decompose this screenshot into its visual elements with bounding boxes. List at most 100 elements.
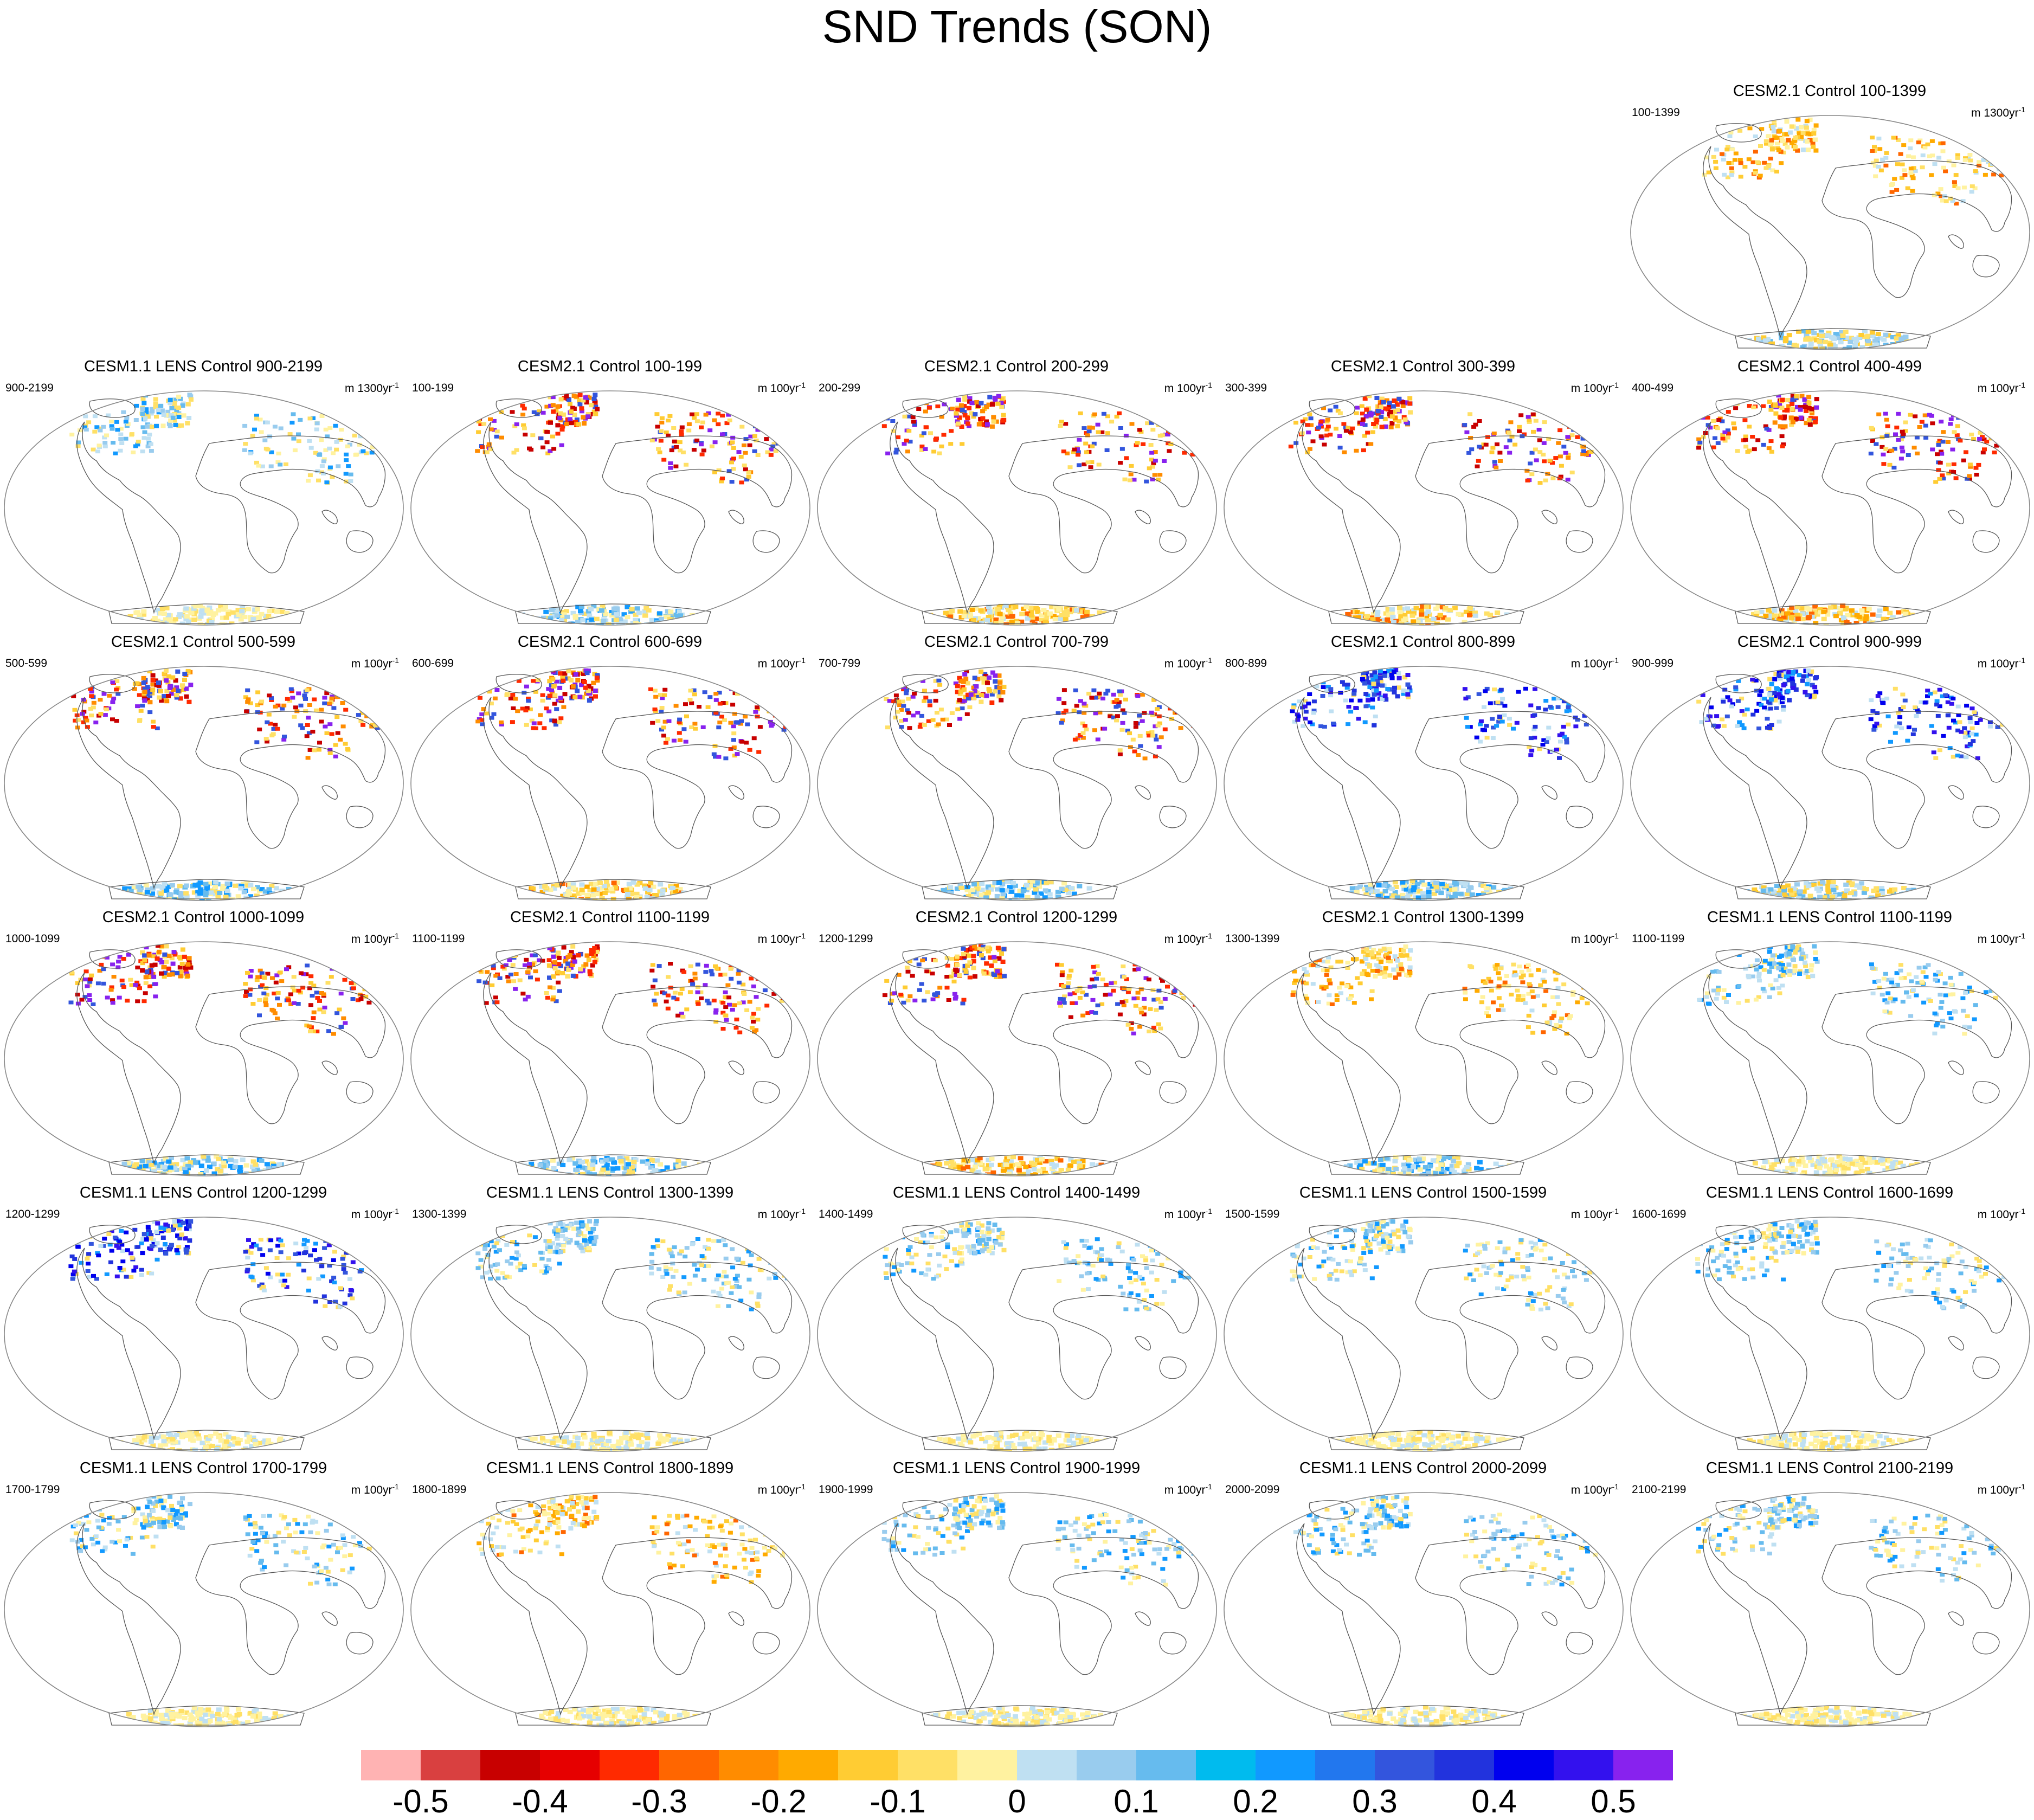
snow-cell xyxy=(520,706,525,711)
snow-cell xyxy=(694,419,700,423)
snow-cell xyxy=(1973,466,1979,470)
snow-cell xyxy=(1920,165,1925,170)
snow-cell xyxy=(621,612,627,617)
snow-cell xyxy=(1894,336,1900,341)
snow-cell xyxy=(1097,610,1103,615)
snow-cell xyxy=(691,688,697,692)
snow-cell xyxy=(1769,723,1774,727)
map-panels: CESM2.1 Control 100-1399 100-1399 m 1300yr… xyxy=(4,82,2030,1727)
snow-cell xyxy=(730,703,736,707)
snow-cell xyxy=(125,623,131,625)
snow-cell xyxy=(1754,709,1760,713)
snow-cell xyxy=(1013,604,1019,609)
snow-cell xyxy=(1898,456,1904,461)
snow-cell xyxy=(1382,693,1388,698)
snow-cell xyxy=(1955,704,1961,709)
snow-cell xyxy=(110,700,115,704)
snow-cell xyxy=(1402,675,1408,680)
snow-cell xyxy=(1499,719,1505,724)
snow-cell xyxy=(511,623,517,625)
snow-cell xyxy=(626,882,632,886)
snow-cell xyxy=(107,693,112,698)
snow-cell xyxy=(669,448,674,453)
snow-cell xyxy=(276,624,282,625)
snow-cell xyxy=(1881,452,1886,456)
snow-cell xyxy=(1791,620,1797,625)
snow-cell xyxy=(1085,460,1091,465)
snow-cell xyxy=(1424,604,1430,609)
snow-cell xyxy=(986,604,992,609)
snow-cell xyxy=(1745,708,1750,712)
snow-cell xyxy=(140,411,145,416)
snow-cell xyxy=(593,694,598,699)
snow-cell xyxy=(344,452,349,456)
snow-cell xyxy=(1953,173,1959,177)
snow-cell xyxy=(954,411,959,416)
snow-cell xyxy=(307,473,313,478)
snow-cell xyxy=(1730,619,1736,624)
snow-cell xyxy=(1555,696,1561,700)
snow-cell xyxy=(995,401,1001,406)
snow-cell xyxy=(1954,433,1960,438)
snow-cell xyxy=(96,713,101,718)
snow-cell xyxy=(672,439,677,443)
snow-cell xyxy=(1478,719,1484,723)
coastline xyxy=(483,697,588,890)
snow-cell xyxy=(1303,710,1309,714)
snow-cell xyxy=(1439,605,1445,610)
snow-cell xyxy=(243,442,248,446)
snow-cell xyxy=(1010,886,1016,891)
snow-cell xyxy=(691,448,697,452)
snow-cell xyxy=(92,429,98,434)
snow-cell xyxy=(114,420,119,424)
snow-cell xyxy=(564,614,570,619)
snow-cell xyxy=(1196,436,1201,441)
snow-cell xyxy=(478,685,483,689)
snow-cell xyxy=(1373,674,1379,679)
snow-cell xyxy=(1546,725,1552,730)
snow-cell xyxy=(119,899,125,901)
snow-cell xyxy=(1767,692,1773,697)
snow-cell xyxy=(1186,425,1191,429)
snow-cell xyxy=(1349,698,1354,703)
snow-cell xyxy=(689,701,694,705)
snow-cell xyxy=(1899,619,1905,623)
snow-cell xyxy=(1334,899,1340,901)
snow-cell xyxy=(1106,620,1112,625)
snow-cell xyxy=(1337,411,1343,415)
snow-cell xyxy=(1427,882,1433,886)
snow-cell xyxy=(2009,140,2014,145)
snow-cell xyxy=(724,421,730,426)
snow-cell xyxy=(1445,617,1451,622)
snow-cell xyxy=(247,615,253,620)
snow-cell xyxy=(1498,459,1503,463)
snow-cell xyxy=(383,441,388,445)
snow-cell xyxy=(1573,724,1579,729)
snow-cell xyxy=(955,690,960,694)
snow-cell xyxy=(1401,688,1406,693)
snow-cell xyxy=(1911,446,1917,450)
snow-cell xyxy=(310,730,316,734)
snow-cell xyxy=(1122,477,1128,481)
snow-cell xyxy=(81,710,87,714)
snow-cell xyxy=(1005,879,1010,884)
snow-cell xyxy=(379,419,385,423)
snow-cell xyxy=(1800,345,1806,350)
snow-cell xyxy=(1567,709,1572,713)
snow-cell xyxy=(553,408,559,413)
snow-cell xyxy=(657,450,662,454)
snow-cell xyxy=(601,899,607,901)
snow-cell xyxy=(576,891,582,896)
snow-cell xyxy=(359,711,365,715)
snow-cell xyxy=(1547,412,1552,416)
snow-cell xyxy=(147,433,152,437)
snow-cell xyxy=(893,693,899,698)
snow-cell xyxy=(1936,156,1942,160)
snow-cell xyxy=(1909,173,1915,178)
snow-cell xyxy=(1109,616,1115,621)
snow-cell xyxy=(648,624,654,625)
snow-cell xyxy=(1703,431,1708,435)
snow-cell xyxy=(974,684,979,689)
snow-cell xyxy=(325,434,330,439)
snow-cell xyxy=(986,890,992,895)
